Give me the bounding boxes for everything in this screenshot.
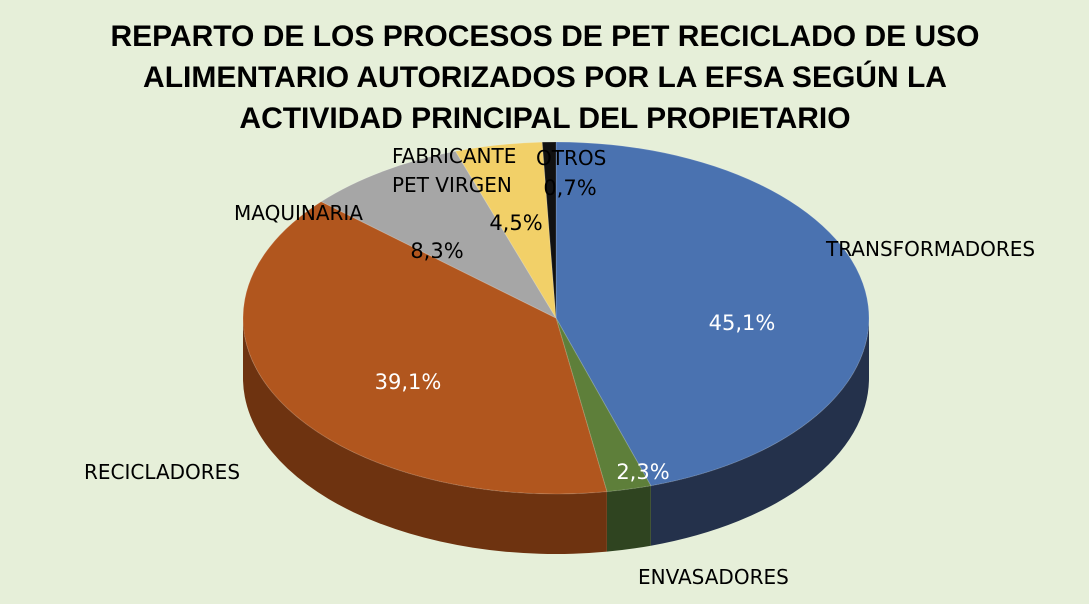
chart-title-line-1: REPARTO DE LOS PROCESOS DE PET RECICLADO… (110, 20, 979, 53)
pie-slice-otros[interactable] (541, 141, 557, 319)
pie-slice-envasadores[interactable] (555, 317, 652, 493)
slice-category-label-maquinaria: MAQUINARIA (234, 201, 363, 225)
slice-value-label-transformadores: 45,1% (709, 311, 776, 335)
slice-value-label-recicladores: 39,1% (375, 370, 442, 394)
slice-category-label-otros: OTROS (536, 146, 606, 170)
chart-title-line-2: ALIMENTARIO AUTORIZADOS POR LA EFSA SEGÚ… (143, 60, 947, 94)
slice-category-label-transformadores: TRANSFORMADORES (825, 237, 1035, 261)
pie-slice-recicladores[interactable] (242, 201, 608, 495)
pie-slice-fabricante[interactable] (454, 141, 557, 319)
pie-side-transformadores (650, 318, 869, 546)
slice-value-label-envasadores: 2,3% (616, 460, 669, 484)
slice-category-label-fabricante-line-1: FABRICANTE (392, 144, 516, 168)
pie-side-envasadores (606, 485, 651, 552)
slice-value-label-maquinaria: 8,3% (410, 239, 463, 263)
pie-tops (242, 141, 870, 495)
pie-slice-maquinaria[interactable] (320, 150, 558, 320)
pie-side-recicladores (243, 318, 607, 555)
pie-sides (243, 318, 869, 555)
slice-category-label-envasadores: ENVASADORES (638, 565, 789, 589)
pie-labels: 45,1% 2,3% 39,1% 8,3% 4,5% 0,7% TRANSFOR… (84, 144, 1035, 589)
chart-title: REPARTO DE LOS PROCESOS DE PET RECICLADO… (110, 20, 979, 135)
slice-category-label-recicladores: RECICLADORES (84, 460, 240, 484)
slice-value-label-fabricante: 4,5% (489, 211, 542, 235)
pie-slice-transformadores[interactable] (555, 141, 870, 487)
slice-category-label-fabricante-line-2: PET VIRGEN (392, 173, 512, 197)
slice-value-label-otros: 0,7% (543, 176, 596, 200)
chart-title-line-3: ACTIVIDAD PRINCIPAL DEL PROPIETARIO (239, 102, 850, 135)
